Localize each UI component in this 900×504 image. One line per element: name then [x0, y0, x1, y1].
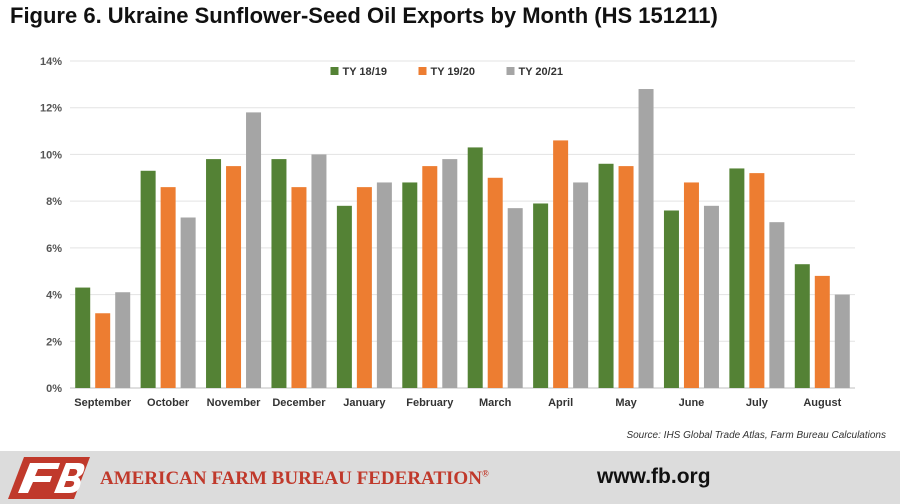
- website-link[interactable]: www.fb.org: [597, 465, 711, 488]
- bar: [180, 217, 196, 388]
- bar: [140, 170, 156, 388]
- bar: [703, 205, 719, 388]
- organization-label: AMERICAN FARM BUREAU FEDERATION: [100, 468, 482, 489]
- bar: [683, 182, 699, 388]
- x-axis-ticks: September October November December January F…: [74, 397, 841, 409]
- bar: [226, 166, 242, 388]
- footer-bar: AMERICAN FARM BUREAU FEDERATION® www.fb.…: [0, 451, 900, 504]
- bar: [573, 182, 589, 388]
- x-tick-label: December: [272, 397, 326, 409]
- bar: [422, 166, 438, 388]
- bar: [729, 168, 745, 388]
- bar: [75, 287, 91, 388]
- bar: [336, 205, 352, 388]
- bar-chart: 0% 2% 4% 6% 8% 10% 12% 14% September October Nove…: [40, 56, 855, 409]
- bar: [206, 159, 222, 388]
- x-tick-label: October: [147, 397, 190, 409]
- bar: [95, 313, 111, 388]
- y-tick-label: 8%: [46, 196, 62, 208]
- x-tick-label: September: [74, 397, 132, 409]
- bar: [814, 275, 830, 388]
- gridlines: [70, 60, 855, 389]
- y-tick-label: 6%: [46, 243, 62, 255]
- bar: [663, 210, 679, 388]
- legend-label: TY 18/19: [343, 66, 387, 78]
- bar: [402, 182, 418, 388]
- x-tick-label: August: [803, 397, 841, 409]
- legend: TY 18/19 TY 19/20 TY 20/21: [330, 66, 563, 78]
- bar: [291, 187, 307, 388]
- chart-title: Figure 6. Ukraine Sunflower-Seed Oil Exp…: [10, 3, 718, 28]
- bar: [271, 159, 287, 388]
- bars: [75, 89, 850, 389]
- source-note: Source: IHS Global Trade Atlas, Farm Bur…: [626, 430, 886, 441]
- bar: [533, 203, 549, 388]
- bar: [618, 166, 634, 388]
- bar: [356, 187, 372, 388]
- y-tick-label: 14%: [40, 56, 62, 68]
- bar: [598, 163, 614, 388]
- y-tick-label: 10%: [40, 149, 62, 161]
- bar: [115, 292, 131, 388]
- x-tick-label: January: [343, 397, 386, 409]
- y-tick-label: 0%: [46, 383, 62, 395]
- bar: [769, 222, 785, 388]
- y-tick-label: 4%: [46, 290, 62, 302]
- bar: [246, 112, 262, 388]
- legend-swatch: [506, 67, 515, 75]
- bar: [794, 264, 810, 388]
- y-axis-ticks: 0% 2% 4% 6% 8% 10% 12% 14%: [40, 56, 62, 395]
- trademark-symbol: ®: [481, 468, 489, 479]
- bar: [160, 187, 176, 388]
- farm-bureau-logo-icon: [8, 457, 90, 499]
- bar: [749, 173, 765, 388]
- legend-label: TY 19/20: [431, 66, 475, 78]
- x-tick-label: May: [615, 397, 637, 409]
- legend-swatch: [418, 67, 427, 75]
- y-tick-label: 2%: [46, 336, 62, 348]
- bar: [442, 159, 458, 388]
- y-tick-label: 12%: [40, 103, 62, 115]
- legend-swatch: [330, 67, 339, 75]
- bar: [553, 140, 569, 388]
- x-tick-label: July: [746, 397, 769, 409]
- x-tick-label: June: [679, 397, 705, 409]
- x-tick-label: April: [548, 397, 573, 409]
- bar: [487, 177, 503, 388]
- legend-label: TY 20/21: [519, 66, 563, 78]
- x-tick-label: March: [479, 397, 512, 409]
- bar: [638, 89, 654, 389]
- bar: [467, 147, 483, 388]
- bar: [311, 154, 327, 388]
- bar: [376, 182, 392, 388]
- bar: [834, 294, 850, 388]
- bar: [507, 208, 523, 388]
- x-tick-label: February: [406, 397, 454, 409]
- x-tick-label: November: [207, 397, 262, 409]
- organization-name: AMERICAN FARM BUREAU FEDERATION®: [100, 468, 489, 490]
